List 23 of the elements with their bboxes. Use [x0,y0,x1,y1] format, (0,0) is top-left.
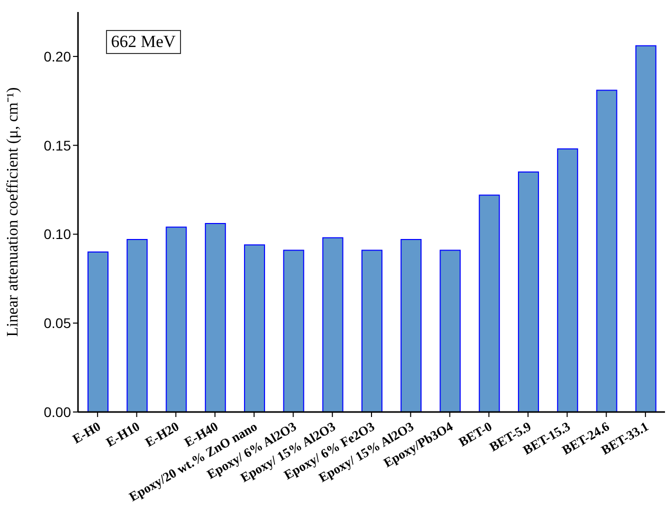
bar [166,226,187,412]
bar [244,244,266,412]
bar [361,250,382,412]
bar [204,223,226,412]
y-tick-label: 0.20 [44,48,72,64]
annotation: 662 MeV [106,30,181,54]
y-tick-label: 0.00 [44,404,72,420]
bar [88,252,108,412]
bar [283,250,304,412]
bar [557,148,578,412]
bar [400,239,422,412]
y-axis-title: Linear attenuation coefficient (μ, cm⁻¹) [4,87,22,337]
bar [518,172,539,412]
y-tick-label: 0.10 [44,226,72,242]
bar [635,45,656,412]
bar [478,194,500,412]
bar [596,90,618,412]
y-tick-label: 0.05 [44,315,72,332]
x-tick-label: E-H0 [70,418,104,446]
bar [440,250,461,412]
bar [322,237,344,412]
bar [126,239,148,412]
y-tick-label: 0.15 [44,137,72,154]
